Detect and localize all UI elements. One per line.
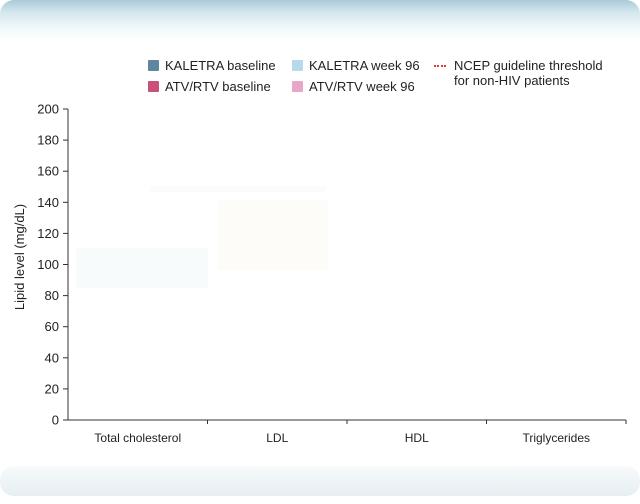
legend-item-atv-baseline: ATV/RTV baseline [148,79,271,94]
x-category-label: Total cholesterol [94,431,181,445]
legend-item-threshold: NCEP guideline threshold for non-HIV pat… [434,58,603,88]
legend-item-atv-week96: ATV/RTV week 96 [292,79,415,94]
y-tick-label: 40 [45,350,59,365]
legend-swatch-atv-baseline [148,81,159,92]
y-tick-label: 100 [37,257,59,272]
y-tick-label: 160 [37,164,59,179]
y-tick-label: 80 [45,288,59,303]
x-category-label: Triglycerides [522,431,590,445]
faint-bar [76,248,208,288]
legend-swatch-kaletra-week96 [292,60,303,71]
chart-card [0,0,640,464]
y-tick-label: 140 [37,195,59,210]
y-tick-label: 120 [37,226,59,241]
legend-swatch-kaletra-baseline [148,60,159,71]
legend-label: KALETRA week 96 [309,58,420,73]
legend-item-kaletra-baseline: KALETRA baseline [148,58,276,73]
legend-label: ATV/RTV baseline [165,79,271,94]
faint-bars [76,186,328,288]
y-tick-label: 200 [37,102,59,117]
legend-item-kaletra-week96: KALETRA week 96 [292,58,420,73]
x-categories: Total cholesterol LDL HDL Triglycerides [94,420,627,445]
legend: KALETRA baseline KALETRA week 96 ATV/RTV… [0,0,640,100]
faint-bar [218,200,328,270]
threshold-dash-icon [434,65,446,67]
bottom-bar [0,466,640,496]
y-axis-title: Lipid level (mg/dL) [12,204,27,310]
legend-label: KALETRA baseline [165,58,276,73]
threshold-label-line2: for non-HIV patients [454,73,570,88]
y-tick-label: 20 [45,381,59,396]
legend-label: ATV/RTV week 96 [309,79,415,94]
threshold-label-line1: NCEP guideline threshold [454,58,603,73]
legend-swatch-atv-week96 [292,81,303,92]
y-tick-label: 60 [45,319,59,334]
threshold-label-block: NCEP guideline threshold for non-HIV pat… [454,58,603,88]
x-category-label: HDL [405,431,429,445]
x-category-label: LDL [266,431,288,445]
y-tick-label: 180 [37,133,59,148]
y-tick-label: 0 [52,413,59,428]
y-ticks: 0 20 40 60 80 100 120 140 160 180 200 [37,102,68,428]
faint-bar [150,186,326,192]
